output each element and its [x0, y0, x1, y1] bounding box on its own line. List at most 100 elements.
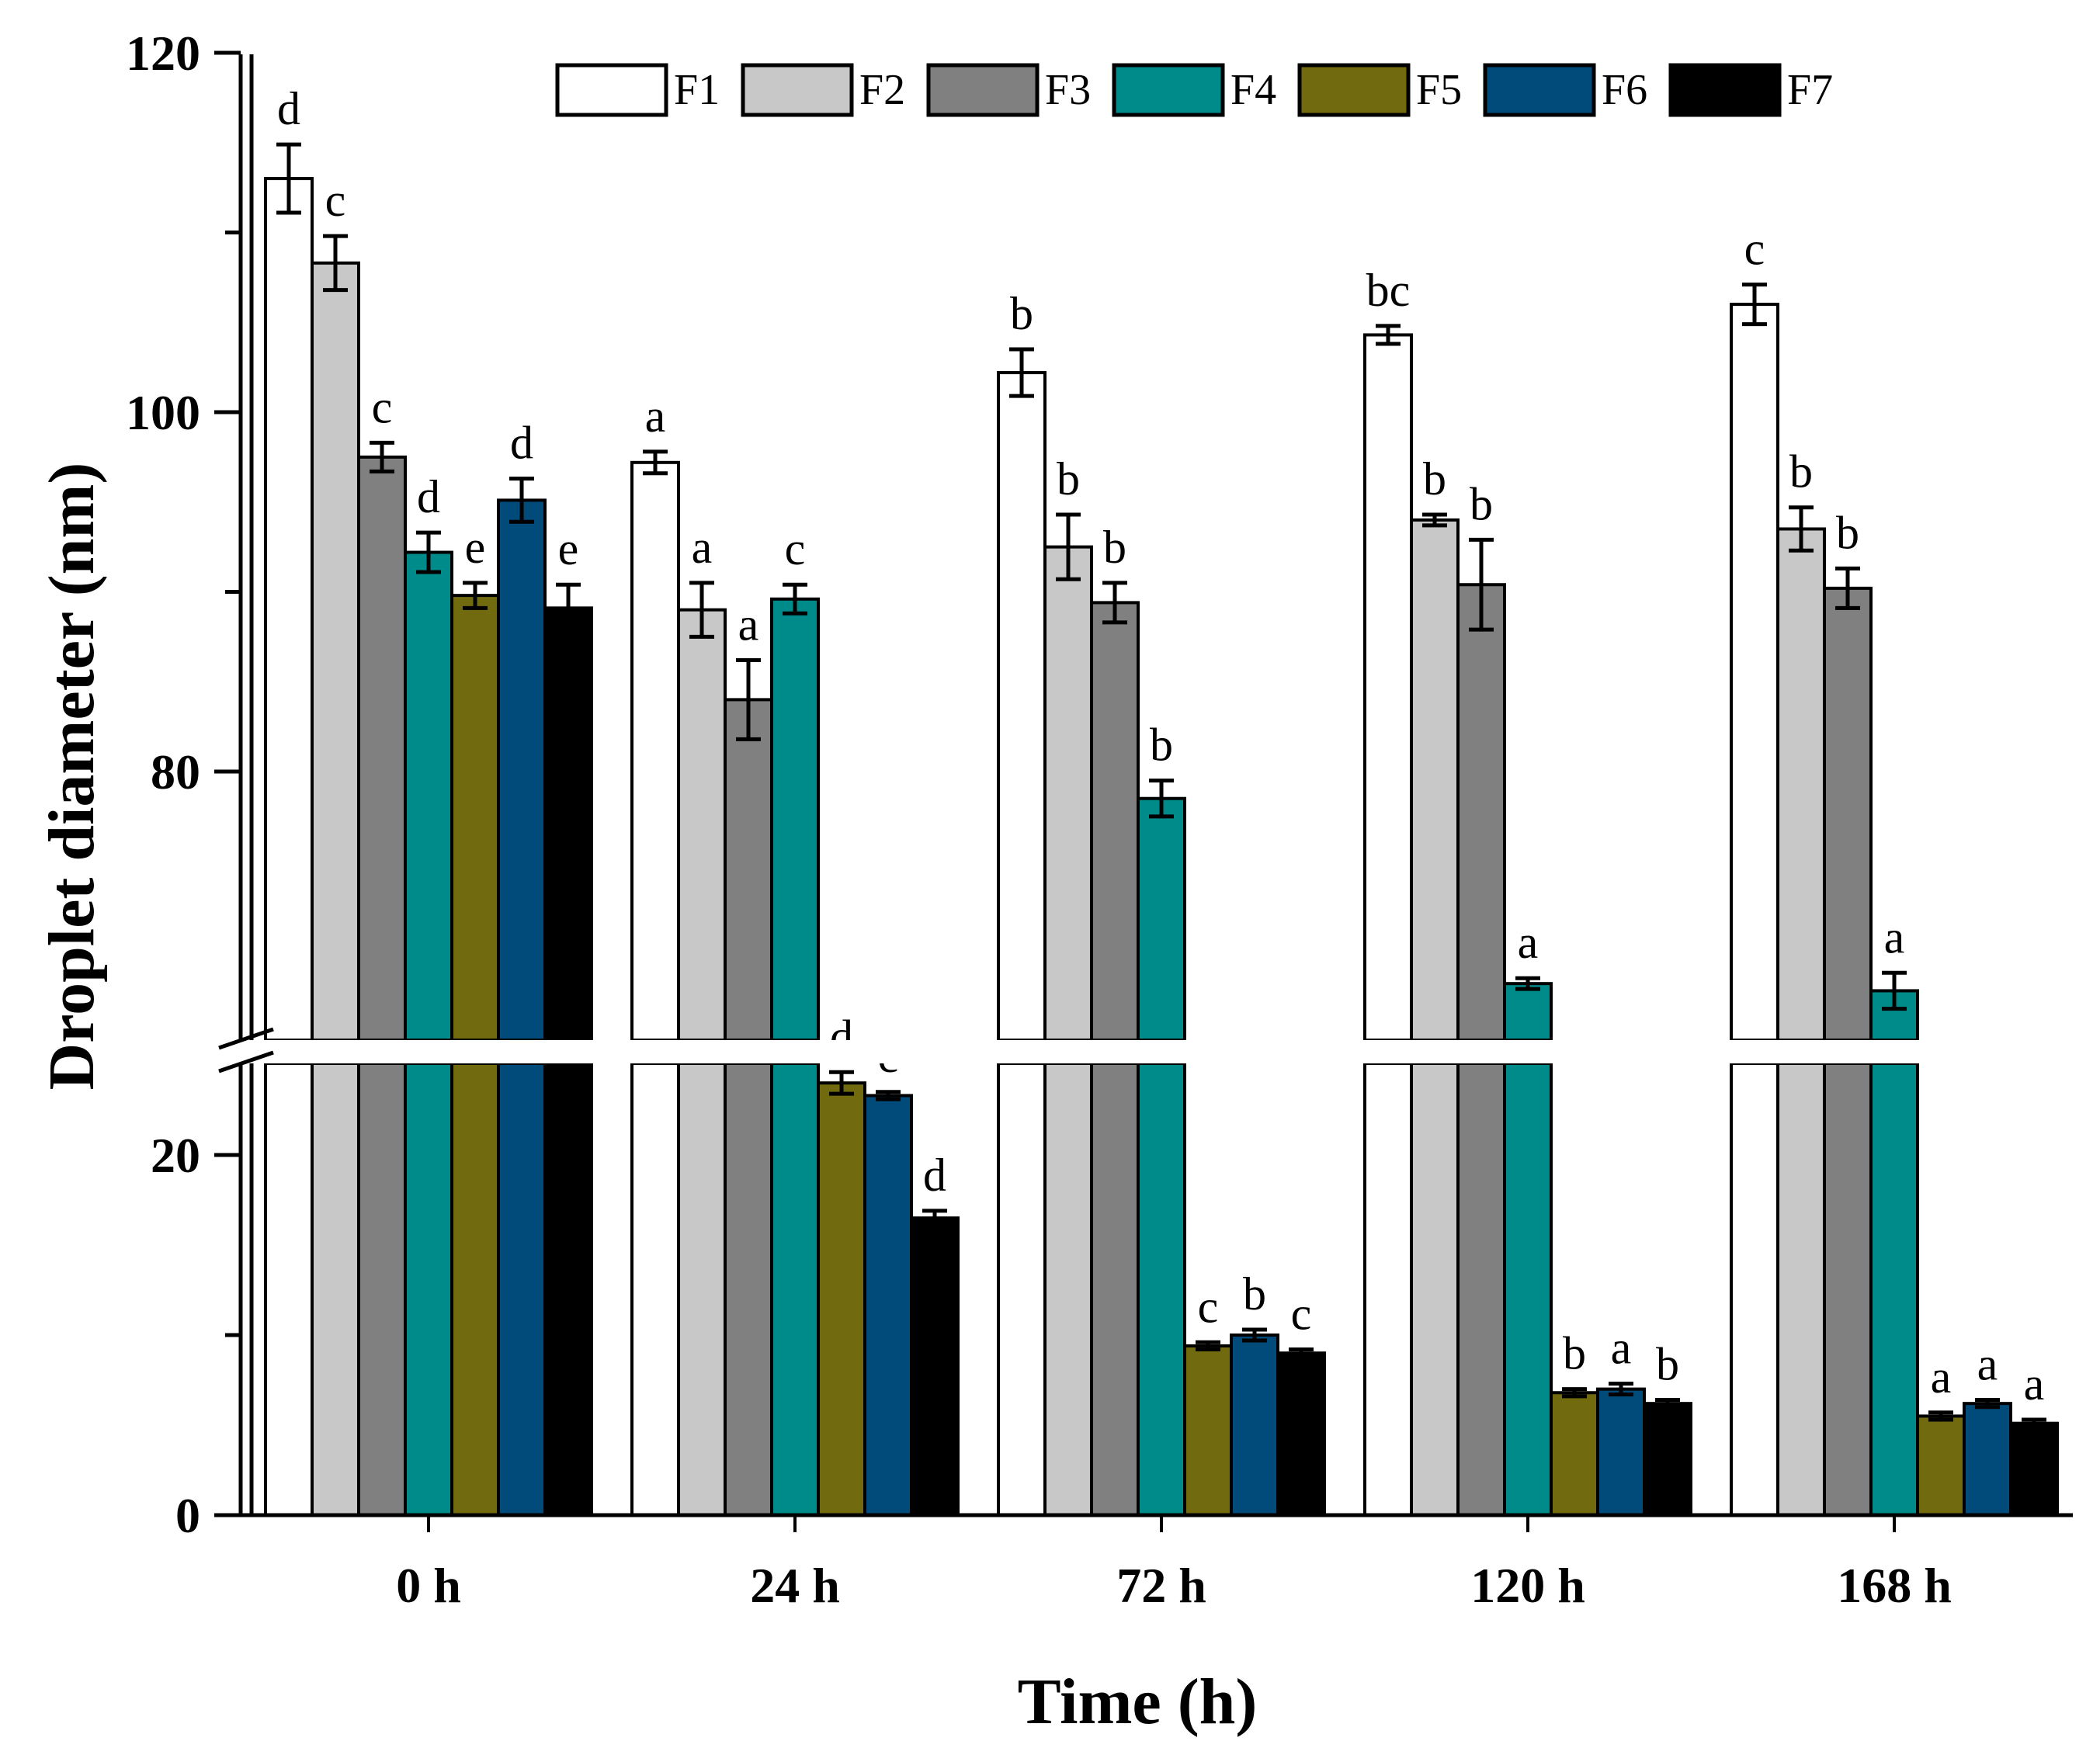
significance-label: b	[1470, 478, 1493, 529]
bar-group: a	[630, 390, 680, 1517]
bar-group: a	[1503, 917, 1553, 1517]
significance-label: c	[372, 381, 393, 432]
legend-label: F2	[859, 66, 905, 114]
significance-label: b	[1010, 288, 1033, 339]
significance-label: b	[1150, 720, 1173, 771]
bar	[724, 698, 773, 1042]
significance-label: d	[923, 1150, 946, 1201]
legend-swatch	[741, 63, 854, 117]
bars-layer: dccdedeaaacdcdbbbbcbcbcbbababcbbaaaa	[264, 83, 2059, 1517]
bar	[1550, 1391, 1599, 1517]
significance-label: a	[2024, 1358, 2045, 1410]
bar-group: b	[1410, 453, 1460, 1517]
bar-lower	[997, 1062, 1047, 1517]
y-tick-label: 80	[151, 744, 200, 799]
bar-group: b	[1137, 720, 1186, 1517]
bar-group: b	[1776, 446, 1826, 1517]
legend-label: F5	[1416, 66, 1462, 114]
bar	[1090, 601, 1140, 1042]
significance-label: b	[1057, 453, 1080, 505]
legend-item: F6	[1483, 63, 1647, 117]
bar-group: b	[997, 288, 1047, 1517]
bar	[1230, 1334, 1279, 1517]
bar-group: bc	[1363, 265, 1413, 1517]
bar	[1363, 333, 1413, 1042]
significance-label: a	[645, 390, 666, 442]
significance-label: e	[465, 522, 486, 573]
significance-label: b	[1423, 453, 1446, 505]
y-tick-label: 120	[126, 26, 200, 81]
y-tick-label: 0	[175, 1488, 200, 1543]
bar-lower	[1043, 1062, 1093, 1517]
bar-lower	[1503, 1062, 1553, 1517]
significance-label: c	[1198, 1281, 1219, 1332]
bar-group: a	[677, 522, 727, 1517]
significance-label: bc	[1366, 265, 1411, 316]
bar-group: c	[1730, 224, 1779, 1517]
significance-label: c	[1291, 1288, 1312, 1340]
bar	[1137, 796, 1186, 1042]
significance-label: d	[417, 471, 440, 522]
bar	[450, 594, 500, 1042]
bar	[910, 1216, 960, 1517]
bar-lower	[677, 1062, 727, 1517]
significance-label: a	[692, 522, 713, 573]
bar	[1276, 1351, 1326, 1517]
legend-item: F1	[555, 63, 720, 117]
bar-lower	[1137, 1062, 1186, 1517]
bar	[817, 1081, 866, 1517]
bar-lower	[1410, 1062, 1460, 1517]
significance-label: b	[1836, 507, 1859, 558]
significance-label: b	[1789, 446, 1813, 498]
bar-group: a	[1963, 1339, 2012, 1517]
bar-lower	[630, 1062, 680, 1517]
bar	[677, 608, 727, 1042]
bar-lower	[1869, 1062, 1919, 1517]
significance-label: e	[558, 523, 579, 574]
bar-group: c	[863, 1031, 913, 1517]
legend-swatch	[926, 63, 1040, 117]
legend-label: F7	[1787, 66, 1833, 114]
bar	[1730, 303, 1779, 1042]
significance-label: b	[1103, 522, 1126, 573]
bar-group: d	[910, 1150, 960, 1517]
bar-group: b	[1456, 478, 1506, 1517]
x-tick-label: 120 h	[1470, 1558, 1585, 1613]
bar	[1043, 545, 1093, 1042]
legend-swatch	[555, 63, 668, 117]
bar-group: a	[1596, 1323, 1646, 1517]
bar-lower	[311, 1062, 360, 1517]
bar	[311, 261, 360, 1042]
legend-label: F4	[1230, 66, 1276, 114]
bar-group: b	[1043, 453, 1093, 1517]
bar	[1183, 1344, 1233, 1517]
bar	[497, 498, 547, 1042]
bar-lower	[1456, 1062, 1506, 1517]
legend-swatch	[1297, 63, 1411, 117]
bar	[863, 1094, 913, 1517]
x-tick-label: 168 h	[1837, 1558, 1952, 1613]
x-tick-label: 24 h	[750, 1558, 840, 1613]
bar-lower	[264, 1062, 314, 1517]
legend-item: F5	[1297, 63, 1462, 117]
x-axis-title: Time (h)	[1018, 1666, 1258, 1738]
significance-label: d	[510, 418, 533, 469]
bar	[404, 550, 453, 1042]
bar-lower	[724, 1062, 773, 1517]
significance-label: c	[325, 175, 346, 226]
bar	[1823, 586, 1873, 1042]
bar-group: c	[311, 175, 360, 1517]
legend-swatch	[1668, 63, 1782, 117]
bar-group: c	[357, 381, 407, 1517]
significance-label: c	[1744, 224, 1765, 275]
significance-label: b	[1656, 1339, 1679, 1390]
legend-item: F4	[1112, 63, 1276, 117]
bar	[1963, 1402, 2012, 1517]
y-tick-label: 20	[151, 1128, 200, 1183]
bar	[770, 597, 820, 1042]
y-tick-label: 100	[126, 385, 200, 440]
bar-group: e	[543, 523, 593, 1517]
x-tick-label: 0 h	[396, 1558, 461, 1613]
bar-lower	[1776, 1062, 1826, 1517]
